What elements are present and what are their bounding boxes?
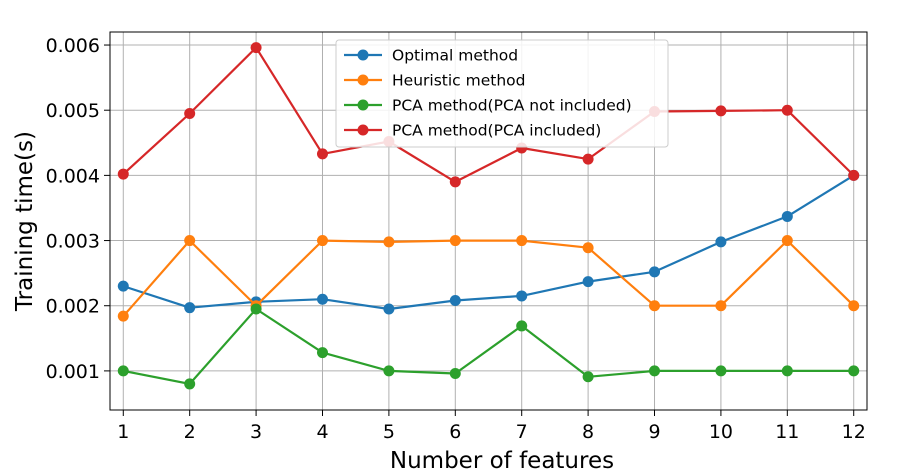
legend-marker — [357, 99, 369, 111]
data-point — [649, 300, 661, 312]
data-point — [383, 365, 395, 377]
x-tick-label: 3 — [250, 421, 262, 443]
x-tick-label: 2 — [184, 421, 196, 443]
series-layer — [117, 42, 860, 390]
y-axis-label: Training time(s) — [12, 131, 38, 312]
data-point — [316, 293, 328, 305]
legend-frame — [335, 39, 669, 148]
data-point — [184, 302, 196, 314]
x-tick-label: 12 — [842, 421, 866, 443]
legend-entry: Heuristic method — [344, 72, 525, 90]
y-tick-label: 0.006 — [46, 35, 100, 57]
data-point — [649, 266, 661, 278]
y-tick-label: 0.003 — [46, 231, 100, 253]
data-point — [316, 235, 328, 247]
y-tick-label: 0.001 — [46, 361, 100, 383]
legend-label: Heuristic method — [392, 72, 525, 90]
series-3 — [117, 303, 860, 390]
x-tick-label: 10 — [709, 421, 733, 443]
data-point — [250, 42, 262, 54]
y-tick-label: 0.005 — [46, 100, 100, 122]
data-point — [516, 290, 528, 302]
data-point — [582, 242, 594, 254]
data-point — [449, 176, 461, 188]
data-point — [383, 236, 395, 248]
x-tick-label: 6 — [449, 421, 461, 443]
legend-marker — [357, 74, 369, 86]
x-tick-label: 5 — [383, 421, 395, 443]
legend-label: Optimal method — [392, 47, 518, 65]
data-point — [250, 303, 262, 315]
data-point — [649, 365, 661, 377]
x-tick-label: 9 — [648, 421, 660, 443]
legend-marker — [357, 124, 369, 136]
data-point — [781, 104, 793, 116]
data-point — [781, 210, 793, 222]
data-point — [117, 365, 129, 377]
data-point — [848, 169, 860, 181]
x-tick-label: 8 — [582, 421, 594, 443]
data-point — [582, 371, 594, 383]
data-point — [516, 235, 528, 247]
data-point — [715, 236, 727, 248]
x-tick-label: 11 — [775, 421, 799, 443]
x-tick-label: 4 — [316, 421, 328, 443]
series-1 — [117, 169, 860, 315]
axes-layer: 1 2 3 4 5 6 7 8 9 10 11 120.0010.0020.0030.0040.005… — [46, 35, 866, 443]
data-point — [449, 368, 461, 380]
data-point — [715, 105, 727, 117]
x-tick-label: 1 — [117, 421, 129, 443]
x-axis-label: Number of features — [390, 448, 614, 474]
series-line — [123, 307, 854, 385]
data-point — [316, 347, 328, 359]
y-tick-label: 0.002 — [46, 296, 100, 318]
legend: Optimal method Heuristic method PCA method… — [335, 39, 669, 148]
series-2 — [117, 235, 860, 322]
series-line — [122, 46, 855, 183]
data-point — [383, 303, 395, 315]
data-point — [848, 365, 860, 377]
y-tick-label: 0.004 — [46, 165, 100, 187]
series-line — [122, 174, 855, 311]
data-point — [781, 365, 793, 377]
legend-marker — [357, 49, 369, 61]
data-point — [582, 153, 594, 165]
legend-label: PCA method(PCA included) — [392, 122, 601, 140]
x-tick-label: 7 — [516, 421, 528, 443]
series-4 — [117, 42, 860, 188]
data-point — [184, 378, 196, 390]
legend-entry: PCA method(PCA not included) — [344, 97, 632, 115]
data-point — [449, 295, 461, 307]
data-point — [316, 148, 328, 160]
data-point — [184, 235, 196, 247]
data-point — [117, 310, 129, 322]
plot-area-frame — [109, 31, 868, 411]
data-point — [781, 235, 793, 247]
legend-label: PCA method(PCA not included) — [392, 97, 632, 115]
data-point — [715, 300, 727, 312]
data-point — [117, 280, 129, 292]
data-point — [449, 235, 461, 247]
data-point — [715, 365, 727, 377]
series-line — [122, 239, 855, 317]
data-point — [117, 168, 129, 180]
legend-entry: PCA method(PCA included) — [344, 122, 601, 140]
data-point — [848, 300, 860, 312]
legend-entry: Optimal method — [344, 47, 518, 65]
data-point — [582, 276, 594, 288]
data-point — [184, 107, 196, 119]
data-point — [516, 320, 528, 332]
